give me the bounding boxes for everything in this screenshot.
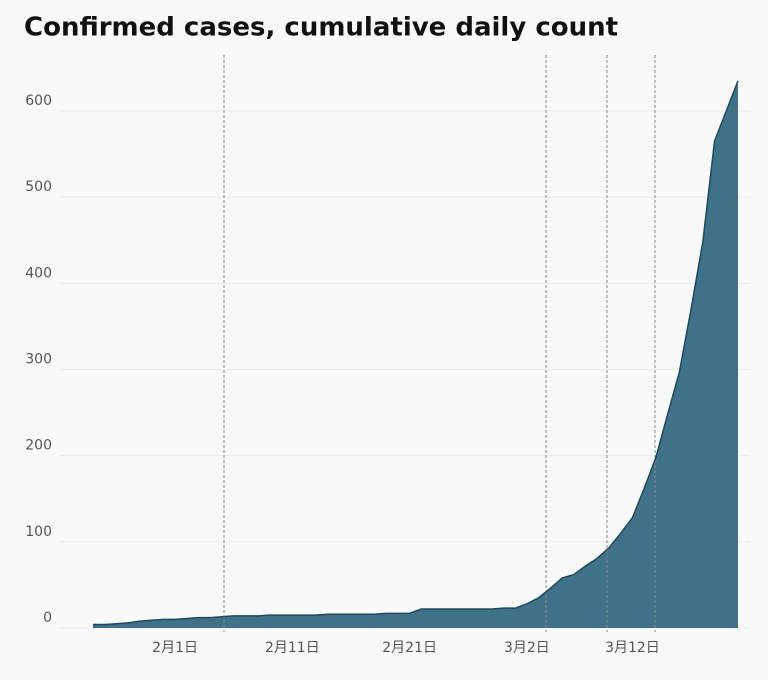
area-line	[93, 80, 739, 626]
x-tick-label: 2月21日	[382, 640, 437, 656]
chart-title: Confirmed cases, cumulative daily count	[24, 13, 618, 43]
y-tick-label: 200	[25, 438, 52, 454]
x-tick-label: 2月11日	[265, 640, 320, 656]
x-tick-label: 2月1日	[152, 640, 198, 656]
y-tick-label: 0	[43, 610, 52, 626]
x-tick-label: 3月12日	[605, 640, 660, 656]
y-tick-label: 400	[25, 265, 52, 281]
annotation-lines	[223, 55, 656, 632]
y-tick-label: 600	[25, 93, 52, 109]
area	[93, 80, 738, 629]
y-tick-label: 500	[25, 179, 52, 195]
y-tick-label: 100	[25, 524, 52, 540]
y-tick-label: 300	[25, 352, 52, 368]
x-tick-label: 3月2日	[504, 640, 550, 656]
